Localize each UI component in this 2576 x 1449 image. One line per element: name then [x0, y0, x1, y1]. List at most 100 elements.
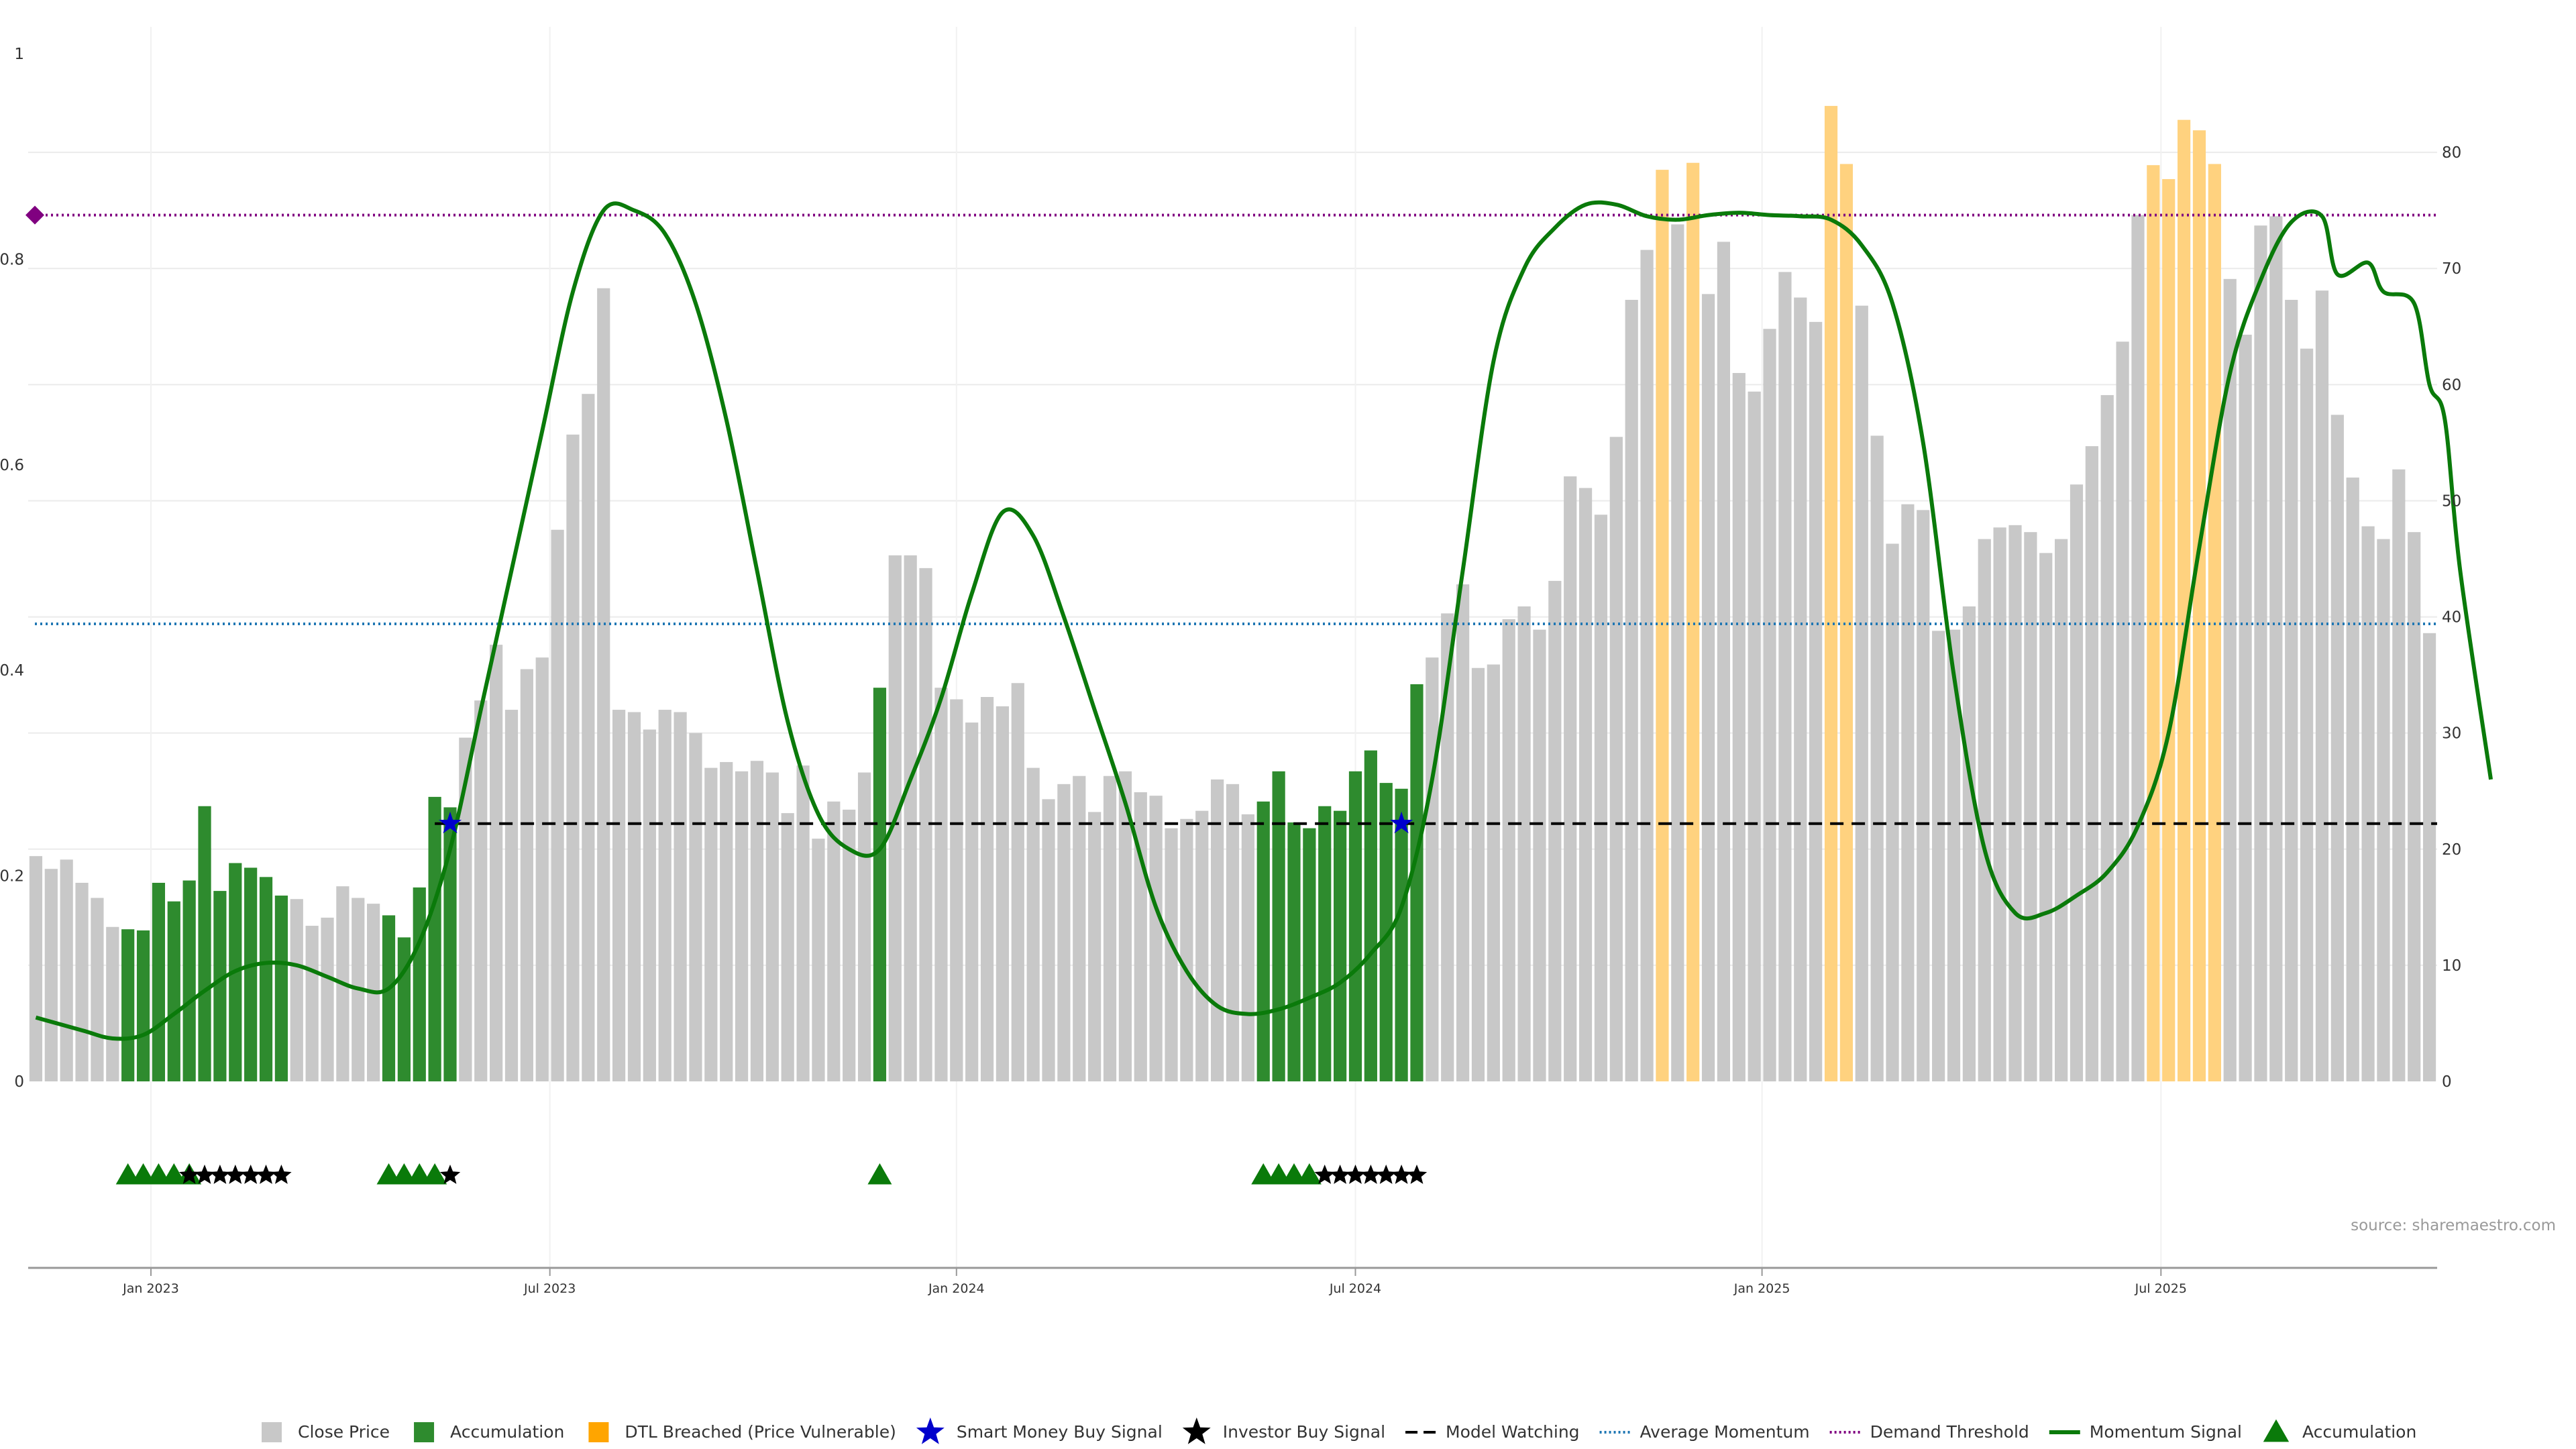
signal-row [115, 1163, 1428, 1185]
close-price-bar [1594, 515, 1608, 1081]
close-price-bar [980, 697, 994, 1081]
x-axis-tick-label: Jul 2024 [1329, 1281, 1381, 1296]
close-price-bar [627, 712, 641, 1081]
accumulation-bar [167, 901, 180, 1081]
legend-triangle-icon [2263, 1419, 2290, 1442]
accumulation-triangle [1297, 1163, 1322, 1185]
legend-label: Close Price [298, 1422, 390, 1442]
legend-item-model: Model Watching [1405, 1422, 1580, 1442]
close-price-bar [1947, 629, 1961, 1081]
close-price-bar [2223, 278, 2237, 1081]
left-axis-tick-label: 1 [14, 46, 24, 63]
legend-item-momentum: Momentum Signal [2049, 1422, 2242, 1442]
close-price-bar [1517, 606, 1531, 1081]
close-price-bar [1042, 799, 1055, 1081]
accumulation-bar [428, 796, 441, 1081]
legend-item-accumulation: Accumulation [414, 1422, 564, 1442]
left-axis-tick-label: 0.8 [0, 251, 24, 268]
close-price-bar [2239, 334, 2252, 1081]
close-price-bar [919, 568, 932, 1081]
close-price-bar [1701, 294, 1715, 1081]
accumulation-bar [1410, 684, 1424, 1081]
legend-label: Smart Money Buy Signal [957, 1422, 1163, 1442]
close-price-bar [996, 706, 1010, 1081]
close-price-bar [2100, 394, 2114, 1081]
accumulation-bar [213, 891, 227, 1081]
close-price-bar [1886, 543, 1899, 1081]
close-price-bar [735, 771, 749, 1081]
close-price-bar [2285, 299, 2298, 1082]
investor-buy-star [225, 1165, 246, 1184]
close-price-bar [1195, 810, 1209, 1081]
accumulation-bar [152, 882, 166, 1081]
close-price-bar [2269, 216, 2283, 1081]
investor-buy-star [1330, 1165, 1350, 1184]
left-axis-tick-label: 0.4 [0, 662, 24, 680]
close-price-bar [1441, 613, 1454, 1081]
momentum-signal-layer [35, 200, 2493, 1041]
left-axis-tick-label: 0.2 [0, 868, 24, 885]
legend-item-demand: Demand Threshold [1829, 1422, 2029, 1442]
close-price-bar [689, 733, 702, 1081]
legend-item-smart_money: Smart Money Buy Signal [916, 1417, 1163, 1444]
close-price-bar [504, 710, 519, 1081]
dtl-breached-bar [2147, 165, 2160, 1081]
accumulation-bar [1287, 822, 1301, 1081]
close-price-bar [1088, 812, 1102, 1081]
accumulation-bar [1348, 771, 1362, 1081]
investor-buy-star [178, 1165, 200, 1184]
dtl-breached-bar [1656, 170, 1669, 1082]
accumulation-triangle [423, 1163, 447, 1185]
close-price-bar [1640, 250, 1654, 1082]
close-price-bar [1226, 784, 1240, 1081]
investor-buy-star [256, 1165, 276, 1184]
close-price-bar [1073, 775, 1086, 1081]
close-price-bar [2377, 539, 2390, 1081]
close-price-bar [1778, 272, 1792, 1082]
close-price-bar [597, 288, 610, 1081]
close-price-bar [1426, 657, 1439, 1081]
right-axis-tick-label: 60 [2442, 376, 2461, 394]
close-price-bar [29, 856, 43, 1081]
close-price-bar [2300, 348, 2314, 1081]
close-price-bar [474, 700, 488, 1081]
close-price-bar [1978, 539, 1991, 1081]
close-price-bar [2024, 532, 2037, 1081]
investor-buy-star [1345, 1165, 1366, 1184]
close-price-bar [2131, 215, 2145, 1082]
close-price-bar [2408, 532, 2421, 1081]
accumulation-triangle [392, 1163, 417, 1185]
close-price-bar [1502, 619, 1515, 1081]
close-price-bar [965, 722, 979, 1081]
x-axis-tick-label: Jan 2024 [928, 1281, 985, 1296]
close-price-bar [1165, 828, 1178, 1081]
legend-star-icon [916, 1417, 945, 1444]
reference-lines [25, 205, 2437, 825]
legend-item-acc_triangle: Accumulation [2263, 1419, 2416, 1442]
close-price-bar [1917, 510, 1930, 1081]
close-price-bar [1717, 241, 1731, 1082]
close-price-bar [1057, 784, 1071, 1081]
close-price-bar [1855, 305, 1868, 1081]
close-price-bar [490, 645, 503, 1081]
accumulation-triangle [1267, 1163, 1291, 1185]
accumulation-triangle [867, 1163, 892, 1185]
close-price-bar [2085, 446, 2098, 1081]
right-axis-tick-label: 10 [2442, 957, 2461, 975]
dtl-breached-bar [2177, 119, 2191, 1082]
dtl-breached-bar [1824, 105, 1838, 1081]
accumulation-triangle [162, 1163, 186, 1185]
legend-swatch [262, 1422, 282, 1442]
demand-threshold-marker [25, 205, 44, 225]
close-price-bar [1809, 321, 1823, 1082]
close-price-bar [934, 688, 948, 1081]
legend-label: Average Momentum [1640, 1422, 1810, 1442]
right-axis-tick-label: 80 [2442, 144, 2461, 162]
legend-label: Accumulation [2302, 1422, 2416, 1442]
accumulation-bar [1379, 783, 1393, 1081]
accumulation-bar [1318, 806, 1332, 1081]
investor-buy-star [209, 1165, 231, 1184]
dtl-breached-bar [2192, 130, 2206, 1081]
